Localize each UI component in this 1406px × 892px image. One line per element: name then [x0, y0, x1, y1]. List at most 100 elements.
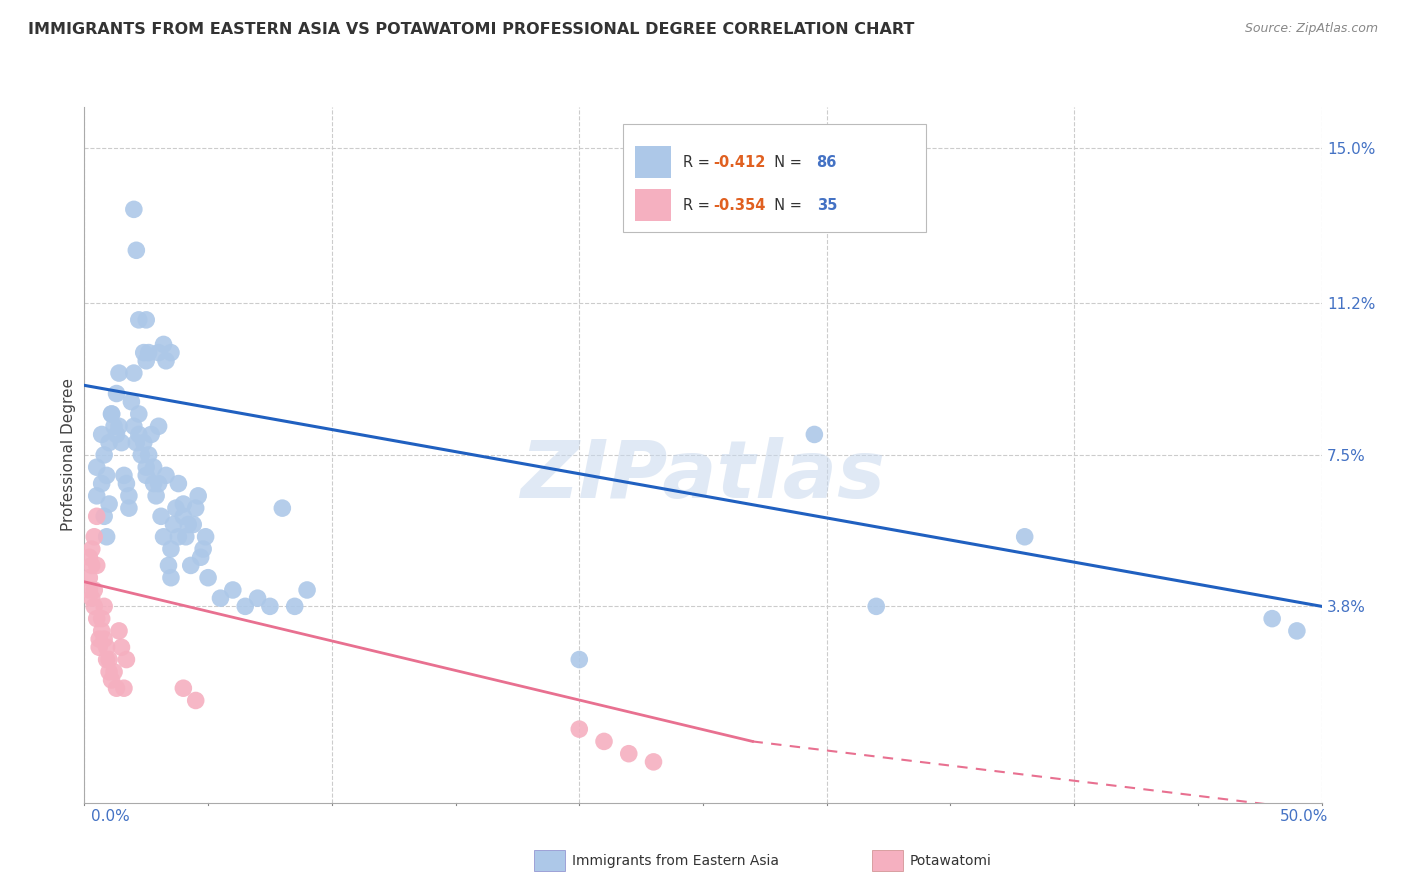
Text: ZIPatlas: ZIPatlas: [520, 437, 886, 515]
Point: [184, 501, 207, 516]
Text: 35: 35: [817, 198, 837, 213]
Point: [197, 571, 219, 585]
Point: [141, 427, 163, 442]
Point: [190, 550, 212, 565]
Point: [172, 497, 194, 511]
Point: [115, 476, 138, 491]
Point: [83, 582, 105, 597]
Point: [184, 693, 207, 707]
Point: [284, 599, 307, 614]
Point: [110, 435, 132, 450]
Point: [180, 558, 202, 573]
Point: [172, 509, 194, 524]
Point: [86, 489, 108, 503]
Point: [96, 652, 118, 666]
Point: [100, 673, 122, 687]
Point: [105, 681, 128, 696]
Point: [167, 530, 190, 544]
Point: [132, 435, 155, 450]
Point: [271, 501, 294, 516]
Text: Immigrants from Eastern Asia: Immigrants from Eastern Asia: [572, 854, 779, 868]
Point: [98, 665, 121, 679]
Point: [80, 542, 103, 557]
Point: [643, 755, 665, 769]
Point: [125, 244, 148, 258]
Point: [145, 489, 167, 503]
Point: [148, 476, 170, 491]
Point: [100, 407, 122, 421]
Point: [138, 345, 160, 359]
Point: [194, 530, 217, 544]
Text: IMMIGRANTS FROM EASTERN ASIA VS POTAWATOMI PROFESSIONAL DEGREE CORRELATION CHART: IMMIGRANTS FROM EASTERN ASIA VS POTAWATO…: [28, 22, 914, 37]
Point: [79, 550, 101, 565]
Point: [177, 517, 200, 532]
Point: [259, 599, 281, 614]
Point: [128, 407, 150, 421]
Point: [96, 530, 118, 544]
Point: [568, 722, 591, 736]
Point: [1261, 612, 1284, 626]
Point: [122, 419, 145, 434]
Point: [112, 681, 135, 696]
Point: [89, 632, 111, 646]
Point: [165, 501, 187, 516]
Point: [86, 558, 108, 573]
Point: [90, 624, 112, 638]
Point: [93, 599, 115, 614]
Point: [135, 460, 157, 475]
Point: [191, 542, 214, 557]
Point: [96, 640, 118, 655]
Point: [98, 652, 121, 666]
Point: [100, 407, 122, 421]
Point: [246, 591, 269, 606]
Text: 0.0%: 0.0%: [91, 809, 131, 823]
Point: [108, 419, 131, 434]
Point: [593, 734, 616, 748]
Point: [86, 509, 108, 524]
Point: [209, 591, 232, 606]
Point: [112, 468, 135, 483]
Point: [155, 468, 177, 483]
Point: [110, 640, 132, 655]
Point: [155, 353, 177, 368]
Point: [135, 353, 157, 368]
Point: [172, 681, 194, 696]
Point: [142, 460, 165, 475]
Point: [295, 582, 318, 597]
Point: [118, 501, 141, 516]
Point: [103, 419, 125, 434]
Point: [803, 427, 825, 442]
Point: [135, 468, 157, 483]
Point: [617, 747, 640, 761]
Point: [865, 599, 887, 614]
Point: [174, 530, 197, 544]
Text: -0.354: -0.354: [713, 198, 766, 213]
Point: [138, 448, 160, 462]
Point: [233, 599, 256, 614]
Point: [90, 612, 112, 626]
Point: [1014, 530, 1036, 544]
Point: [80, 558, 103, 573]
Point: [108, 366, 131, 380]
Point: [79, 571, 101, 585]
Point: [98, 497, 121, 511]
Text: N =: N =: [765, 154, 807, 169]
Point: [148, 419, 170, 434]
Point: [152, 337, 174, 351]
Point: [80, 591, 103, 606]
Point: [152, 530, 174, 544]
Point: [128, 313, 150, 327]
Point: [142, 476, 165, 491]
Point: [120, 394, 142, 409]
Point: [150, 509, 173, 524]
Point: [122, 366, 145, 380]
Point: [125, 435, 148, 450]
Point: [568, 652, 591, 666]
Y-axis label: Professional Degree: Professional Degree: [60, 378, 76, 532]
Point: [93, 448, 115, 462]
Point: [90, 476, 112, 491]
Point: [96, 468, 118, 483]
Text: -0.412: -0.412: [713, 154, 766, 169]
Text: N =: N =: [765, 198, 807, 213]
Point: [122, 202, 145, 217]
